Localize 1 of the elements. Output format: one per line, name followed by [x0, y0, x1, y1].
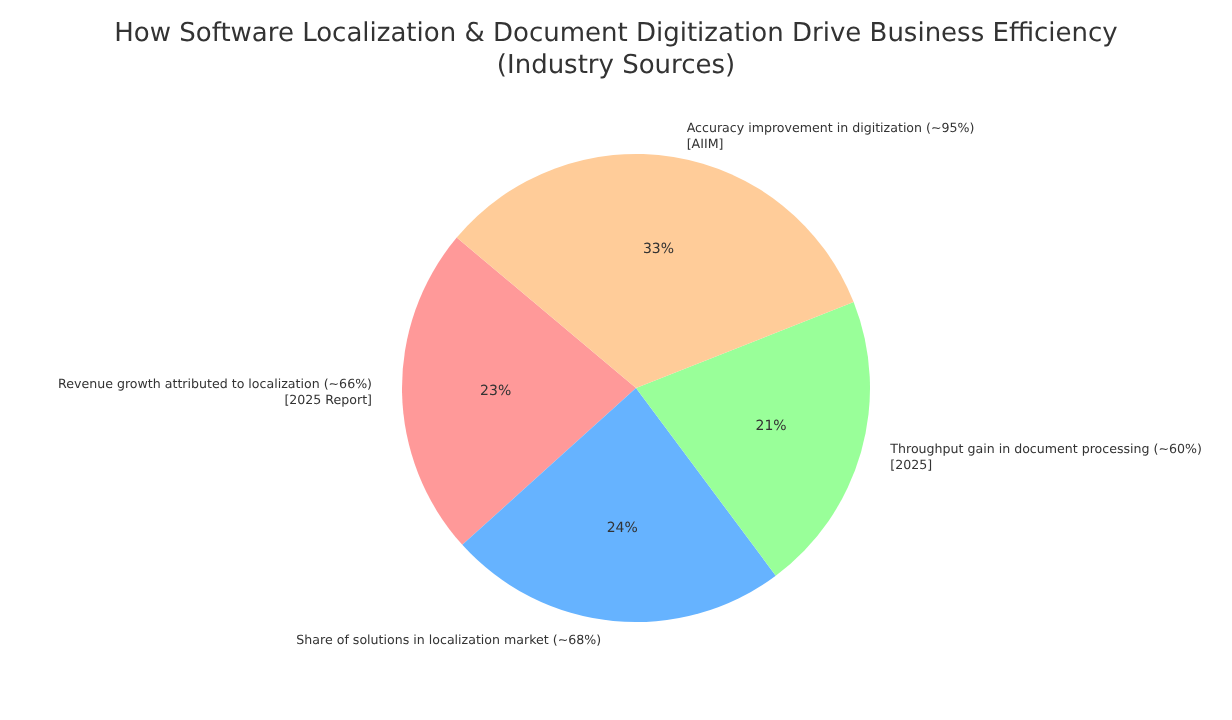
chart-title: How Software Localization & Document Digitization Drive Business Efficiency (Industry Sources) — [114, 19, 1119, 81]
